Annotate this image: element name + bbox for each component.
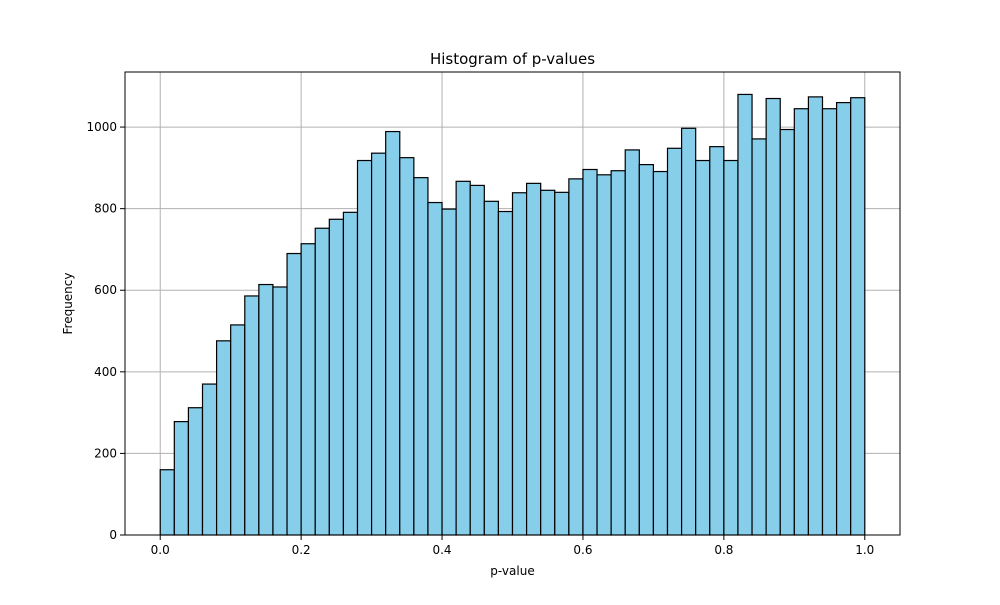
bars-layer [159, 93, 866, 536]
y-axis-label: Frequency [61, 273, 75, 335]
histogram-bar [610, 170, 626, 536]
histogram-bar [709, 146, 725, 536]
histogram-bar [695, 159, 711, 536]
y-tick-label: 400 [94, 365, 117, 379]
histogram-bar [525, 182, 542, 536]
histogram-bar [244, 295, 260, 536]
histogram-bar [230, 324, 246, 536]
histogram-bar [469, 184, 485, 536]
ticks-layer: 0.0 0.2 0.4 0.6 0.8 1.0 0 200 400 600 800 1000 [86, 120, 874, 557]
histogram-bar [370, 152, 387, 536]
x-tick-label: 0.8 [714, 543, 733, 557]
histogram-bar [779, 128, 795, 536]
histogram-bar [455, 180, 471, 536]
y-tick-label: 800 [94, 202, 117, 216]
histogram-bar [187, 407, 204, 536]
histogram-bar [272, 286, 288, 536]
histogram-bar [427, 201, 443, 536]
histogram-bar [568, 178, 584, 536]
histogram-bar [554, 191, 570, 536]
histogram-bar [821, 108, 838, 536]
histogram-bar [201, 383, 218, 536]
histogram-bar [258, 283, 274, 536]
histogram-bar [624, 149, 640, 536]
chart-title: Histogram of p-values [430, 50, 595, 68]
x-axis-label: p-value [490, 564, 534, 578]
histogram-bar [737, 93, 753, 536]
histogram-bar [497, 210, 514, 536]
x-tick-label: 0.0 [151, 543, 170, 557]
histogram-bar [159, 469, 175, 536]
histogram-bar [356, 159, 373, 536]
x-tick-label: 1.0 [855, 543, 874, 557]
histogram-bar [751, 138, 767, 536]
histogram-bar [638, 164, 655, 536]
histogram-bar [793, 108, 810, 536]
histogram-bar [385, 130, 401, 536]
y-tick-label: 600 [94, 283, 117, 297]
histogram-bar [399, 157, 415, 536]
x-tick-label: 0.4 [432, 543, 451, 557]
y-tick-label: 1000 [86, 120, 117, 134]
histogram-bar [286, 252, 302, 536]
histogram-bar [652, 170, 669, 536]
histogram-bar [850, 97, 866, 536]
histogram-bar [807, 96, 824, 536]
histogram-bar [441, 208, 457, 536]
histogram-bar [215, 340, 232, 536]
plot-frame [124, 71, 901, 536]
x-tick-label: 0.6 [573, 543, 592, 557]
histogram-bar [596, 174, 612, 536]
y-tick-label: 0 [109, 528, 117, 542]
histogram-bar [300, 243, 316, 536]
histogram-bar [413, 177, 429, 536]
histogram-bar [328, 218, 345, 536]
histogram-bar [483, 200, 500, 536]
histogram-bar [173, 420, 190, 536]
histogram-bar [511, 192, 528, 536]
histogram-bar [342, 211, 359, 536]
histogram-bar [835, 101, 852, 536]
histogram-bar [666, 147, 683, 536]
histogram-bar [680, 127, 697, 536]
x-tick-label: 0.2 [292, 543, 311, 557]
y-tick-label: 200 [94, 446, 117, 460]
histogram-bar [314, 227, 330, 536]
histogram-bar [582, 168, 598, 536]
histogram-bar [723, 159, 739, 536]
histogram-bar [540, 189, 556, 536]
histogram-bar [765, 97, 781, 536]
